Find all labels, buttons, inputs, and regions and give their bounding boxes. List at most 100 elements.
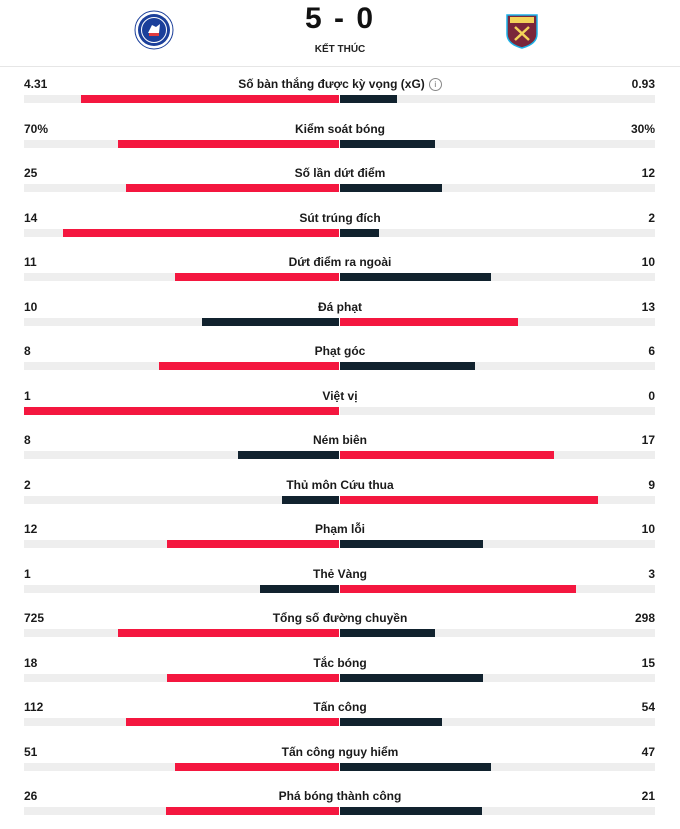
chelsea-crest-icon[interactable] <box>134 10 174 50</box>
away-stat-bar <box>340 184 442 192</box>
stat-label-text: Thủ môn Cứu thua <box>286 477 394 492</box>
stat-label: Đá phạt <box>0 300 680 314</box>
away-stat-value: 17 <box>641 433 655 447</box>
home-stat-track <box>24 807 339 815</box>
home-stat-value: 725 <box>24 611 45 625</box>
away-stat-value: 10 <box>641 522 655 536</box>
stat-label: Phạt góc <box>0 344 680 358</box>
home-stat-value: 8 <box>24 433 31 447</box>
away-stat-value: 0 <box>648 388 655 403</box>
home-stat-value: 14 <box>24 210 38 225</box>
away-stat-bar <box>340 451 554 459</box>
stat-row: 8 Phạt góc 6 <box>0 339 680 384</box>
home-stat-track <box>24 139 339 148</box>
home-stat-track <box>24 718 339 726</box>
stat-row: 1 Thẻ Vàng 3 <box>0 562 680 607</box>
stat-label: Phạm lỗi <box>0 522 680 536</box>
info-icon[interactable]: i <box>428 78 442 91</box>
away-stat-bar <box>340 317 518 326</box>
away-stat-bar <box>340 762 491 771</box>
away-stat-bar <box>340 584 576 593</box>
stat-label: Số lần dứt điểm <box>0 166 680 180</box>
home-stat-bar <box>118 629 339 637</box>
home-stat-track <box>24 451 339 459</box>
home-stat-bar <box>202 317 339 326</box>
home-stat-bar <box>24 406 339 415</box>
stat-label: Tấn công nguy hiểm <box>0 745 680 759</box>
home-stat-bar <box>282 495 339 504</box>
away-stat-track <box>340 673 655 682</box>
away-stat-track <box>340 629 655 637</box>
stat-row: 14 Sút trúng đích 2 <box>0 206 680 251</box>
stat-label-text: Số lần dứt điểm <box>294 166 386 180</box>
home-stat-value: 2 <box>24 477 31 492</box>
home-stat-bar <box>166 807 339 815</box>
away-stat-bar <box>340 629 435 637</box>
away-stat-value: 2 <box>648 210 655 225</box>
home-stat-bar <box>175 273 339 281</box>
stat-label: Ném biên <box>0 433 680 447</box>
stat-label: Việt vị <box>0 389 680 403</box>
away-stat-track <box>340 184 655 192</box>
west-ham-crest-icon[interactable] <box>502 10 542 50</box>
away-stat-track <box>340 139 655 148</box>
away-stat-track <box>340 451 655 459</box>
away-stat-track <box>340 406 655 415</box>
home-stat-track <box>24 673 339 682</box>
home-stat-value: 1 <box>24 566 31 581</box>
match-header: 5 - 0 KẾT THÚC <box>0 0 680 66</box>
home-stat-value: 8 <box>24 344 31 358</box>
home-stat-value: 10 <box>24 299 38 314</box>
home-stat-value: 51 <box>24 744 38 759</box>
stat-label: Dứt điểm ra ngoài <box>0 255 680 269</box>
away-stat-bar <box>340 807 482 815</box>
stat-label-text: Thẻ Vàng <box>312 566 367 581</box>
stat-row: 725 Tổng số đường chuyền 298 <box>0 606 680 651</box>
away-stat-track <box>340 540 655 548</box>
home-stat-track <box>24 584 339 593</box>
home-stat-value: 25 <box>24 166 38 180</box>
stat-label: Kiểm soát bóng <box>0 122 680 136</box>
away-stat-track <box>340 362 655 370</box>
away-stat-value: 13 <box>641 299 655 314</box>
home-stat-track <box>24 540 339 548</box>
stat-label: Thủ môn Cứu thua <box>0 478 680 492</box>
away-stat-value: 15 <box>641 655 655 670</box>
home-stat-bar <box>167 540 339 548</box>
away-stat-track <box>340 718 655 726</box>
home-stat-value: 12 <box>24 522 38 536</box>
stat-label-text: Phá bóng thành công <box>278 789 402 803</box>
away-stat-value: 0.93 <box>631 77 655 91</box>
stat-label: Số bàn thắng được kỳ vọng (xG) i <box>0 77 680 91</box>
home-stat-track <box>24 184 339 192</box>
stat-label-text: Phạt góc <box>314 344 366 358</box>
home-stat-track <box>24 406 339 415</box>
stat-row: 8 Ném biên 17 <box>0 428 680 473</box>
away-stat-value: 30% <box>630 121 655 136</box>
away-stat-track <box>340 584 655 593</box>
away-stat-track <box>340 807 655 815</box>
stat-label-text: Tắc bóng <box>313 655 367 670</box>
away-stat-track <box>340 228 655 237</box>
home-stat-track <box>24 362 339 370</box>
home-stat-track <box>24 228 339 237</box>
stat-label-text: Ném biên <box>312 433 367 447</box>
stat-row: 4.31 Số bàn thắng được kỳ vọng (xG) i 0.93 <box>0 72 680 117</box>
away-stat-value: 3 <box>648 566 655 581</box>
home-stat-bar <box>81 95 339 103</box>
stat-row: 25 Số lần dứt điểm 12 <box>0 161 680 206</box>
away-stat-track <box>340 495 655 504</box>
away-stat-bar <box>340 228 379 237</box>
away-stat-track <box>340 273 655 281</box>
stat-label-text: Dứt điểm ra ngoài <box>288 255 392 269</box>
away-stat-value: 298 <box>634 611 655 625</box>
stat-row: 2 Thủ môn Cứu thua 9 <box>0 473 680 518</box>
stat-label-text: Việt vị <box>322 388 358 403</box>
stat-label: Tổng số đường chuyền <box>0 611 680 625</box>
home-stat-value: 18 <box>24 655 38 670</box>
stat-label-text: Phạm lỗi <box>314 522 365 536</box>
away-stat-bar <box>340 495 598 504</box>
home-stat-value: 1 <box>24 388 31 403</box>
stat-row: 51 Tấn công nguy hiểm 47 <box>0 740 680 785</box>
stats-list: 4.31 Số bàn thắng được kỳ vọng (xG) i 0.93 7… <box>0 72 680 829</box>
